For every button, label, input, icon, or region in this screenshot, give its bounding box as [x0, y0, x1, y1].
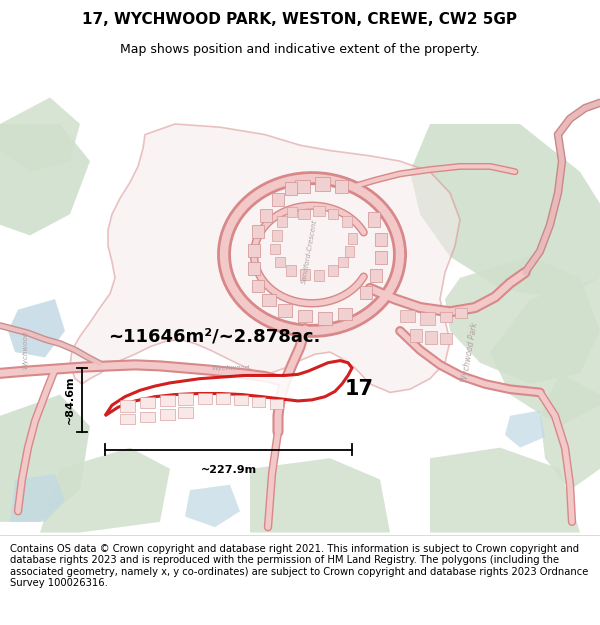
Polygon shape [375, 251, 387, 264]
Polygon shape [420, 312, 435, 324]
Text: 17: 17 [345, 379, 374, 399]
Polygon shape [252, 225, 264, 238]
Polygon shape [248, 262, 260, 274]
Text: Wychwood: Wychwood [22, 331, 28, 369]
Text: ~84.6m: ~84.6m [65, 376, 75, 424]
Polygon shape [278, 304, 292, 317]
Polygon shape [252, 397, 265, 408]
Polygon shape [120, 400, 135, 411]
Text: Contains OS data © Crown copyright and database right 2021. This information is : Contains OS data © Crown copyright and d… [10, 544, 589, 588]
Polygon shape [505, 411, 545, 447]
Text: ~11646m²/~2.878ac.: ~11646m²/~2.878ac. [108, 328, 320, 345]
Polygon shape [216, 394, 230, 404]
Polygon shape [338, 257, 348, 268]
Polygon shape [445, 257, 600, 384]
Polygon shape [140, 411, 155, 422]
Polygon shape [105, 361, 352, 416]
Polygon shape [234, 394, 248, 405]
Polygon shape [540, 373, 600, 490]
Polygon shape [198, 394, 212, 404]
Polygon shape [262, 294, 276, 306]
Polygon shape [40, 448, 170, 532]
Polygon shape [248, 244, 260, 257]
Polygon shape [298, 209, 310, 219]
Polygon shape [313, 206, 325, 216]
Polygon shape [287, 207, 297, 217]
Polygon shape [272, 230, 282, 241]
Polygon shape [0, 98, 80, 172]
Polygon shape [252, 280, 264, 292]
Polygon shape [70, 124, 460, 392]
Polygon shape [286, 265, 296, 276]
Polygon shape [410, 329, 422, 341]
Polygon shape [272, 193, 284, 206]
Polygon shape [160, 394, 175, 406]
Polygon shape [295, 180, 310, 193]
Text: 17, WYCHWOOD PARK, WESTON, CREWE, CW2 5GP: 17, WYCHWOOD PARK, WESTON, CREWE, CW2 5G… [83, 12, 517, 27]
Text: Sandford-Crescent: Sandford-Crescent [301, 219, 319, 284]
Polygon shape [160, 409, 175, 420]
Polygon shape [260, 209, 272, 222]
Polygon shape [370, 269, 382, 282]
Polygon shape [338, 308, 352, 320]
Text: Wychwood: Wychwood [211, 365, 249, 371]
Polygon shape [455, 308, 467, 318]
Polygon shape [270, 244, 280, 254]
Text: ~227.9m: ~227.9m [200, 464, 257, 474]
Polygon shape [348, 233, 357, 244]
Polygon shape [0, 394, 90, 522]
Text: Wychwood Park: Wychwood Park [460, 321, 479, 382]
Polygon shape [178, 408, 193, 418]
Polygon shape [140, 397, 155, 408]
Polygon shape [360, 286, 372, 299]
Polygon shape [120, 414, 135, 424]
Text: Map shows position and indicative extent of the property.: Map shows position and indicative extent… [120, 42, 480, 56]
Polygon shape [315, 177, 330, 191]
Polygon shape [345, 246, 354, 257]
Polygon shape [8, 299, 65, 358]
Polygon shape [440, 312, 452, 322]
Polygon shape [328, 265, 338, 276]
Polygon shape [314, 271, 324, 281]
Polygon shape [368, 212, 380, 227]
Polygon shape [185, 485, 240, 528]
Polygon shape [400, 309, 415, 322]
Polygon shape [425, 331, 437, 344]
Polygon shape [298, 309, 312, 322]
Polygon shape [328, 209, 338, 219]
Polygon shape [440, 333, 452, 344]
Polygon shape [10, 474, 65, 522]
Polygon shape [178, 394, 193, 405]
Polygon shape [342, 216, 352, 227]
Polygon shape [318, 312, 332, 324]
Polygon shape [410, 124, 600, 299]
Polygon shape [250, 458, 390, 532]
Polygon shape [275, 257, 285, 268]
Polygon shape [270, 399, 283, 409]
Polygon shape [277, 216, 287, 227]
Polygon shape [375, 233, 387, 246]
Polygon shape [300, 269, 310, 280]
Polygon shape [335, 180, 348, 193]
Polygon shape [430, 448, 580, 532]
Polygon shape [490, 278, 600, 426]
Polygon shape [285, 182, 297, 195]
Polygon shape [0, 124, 90, 236]
